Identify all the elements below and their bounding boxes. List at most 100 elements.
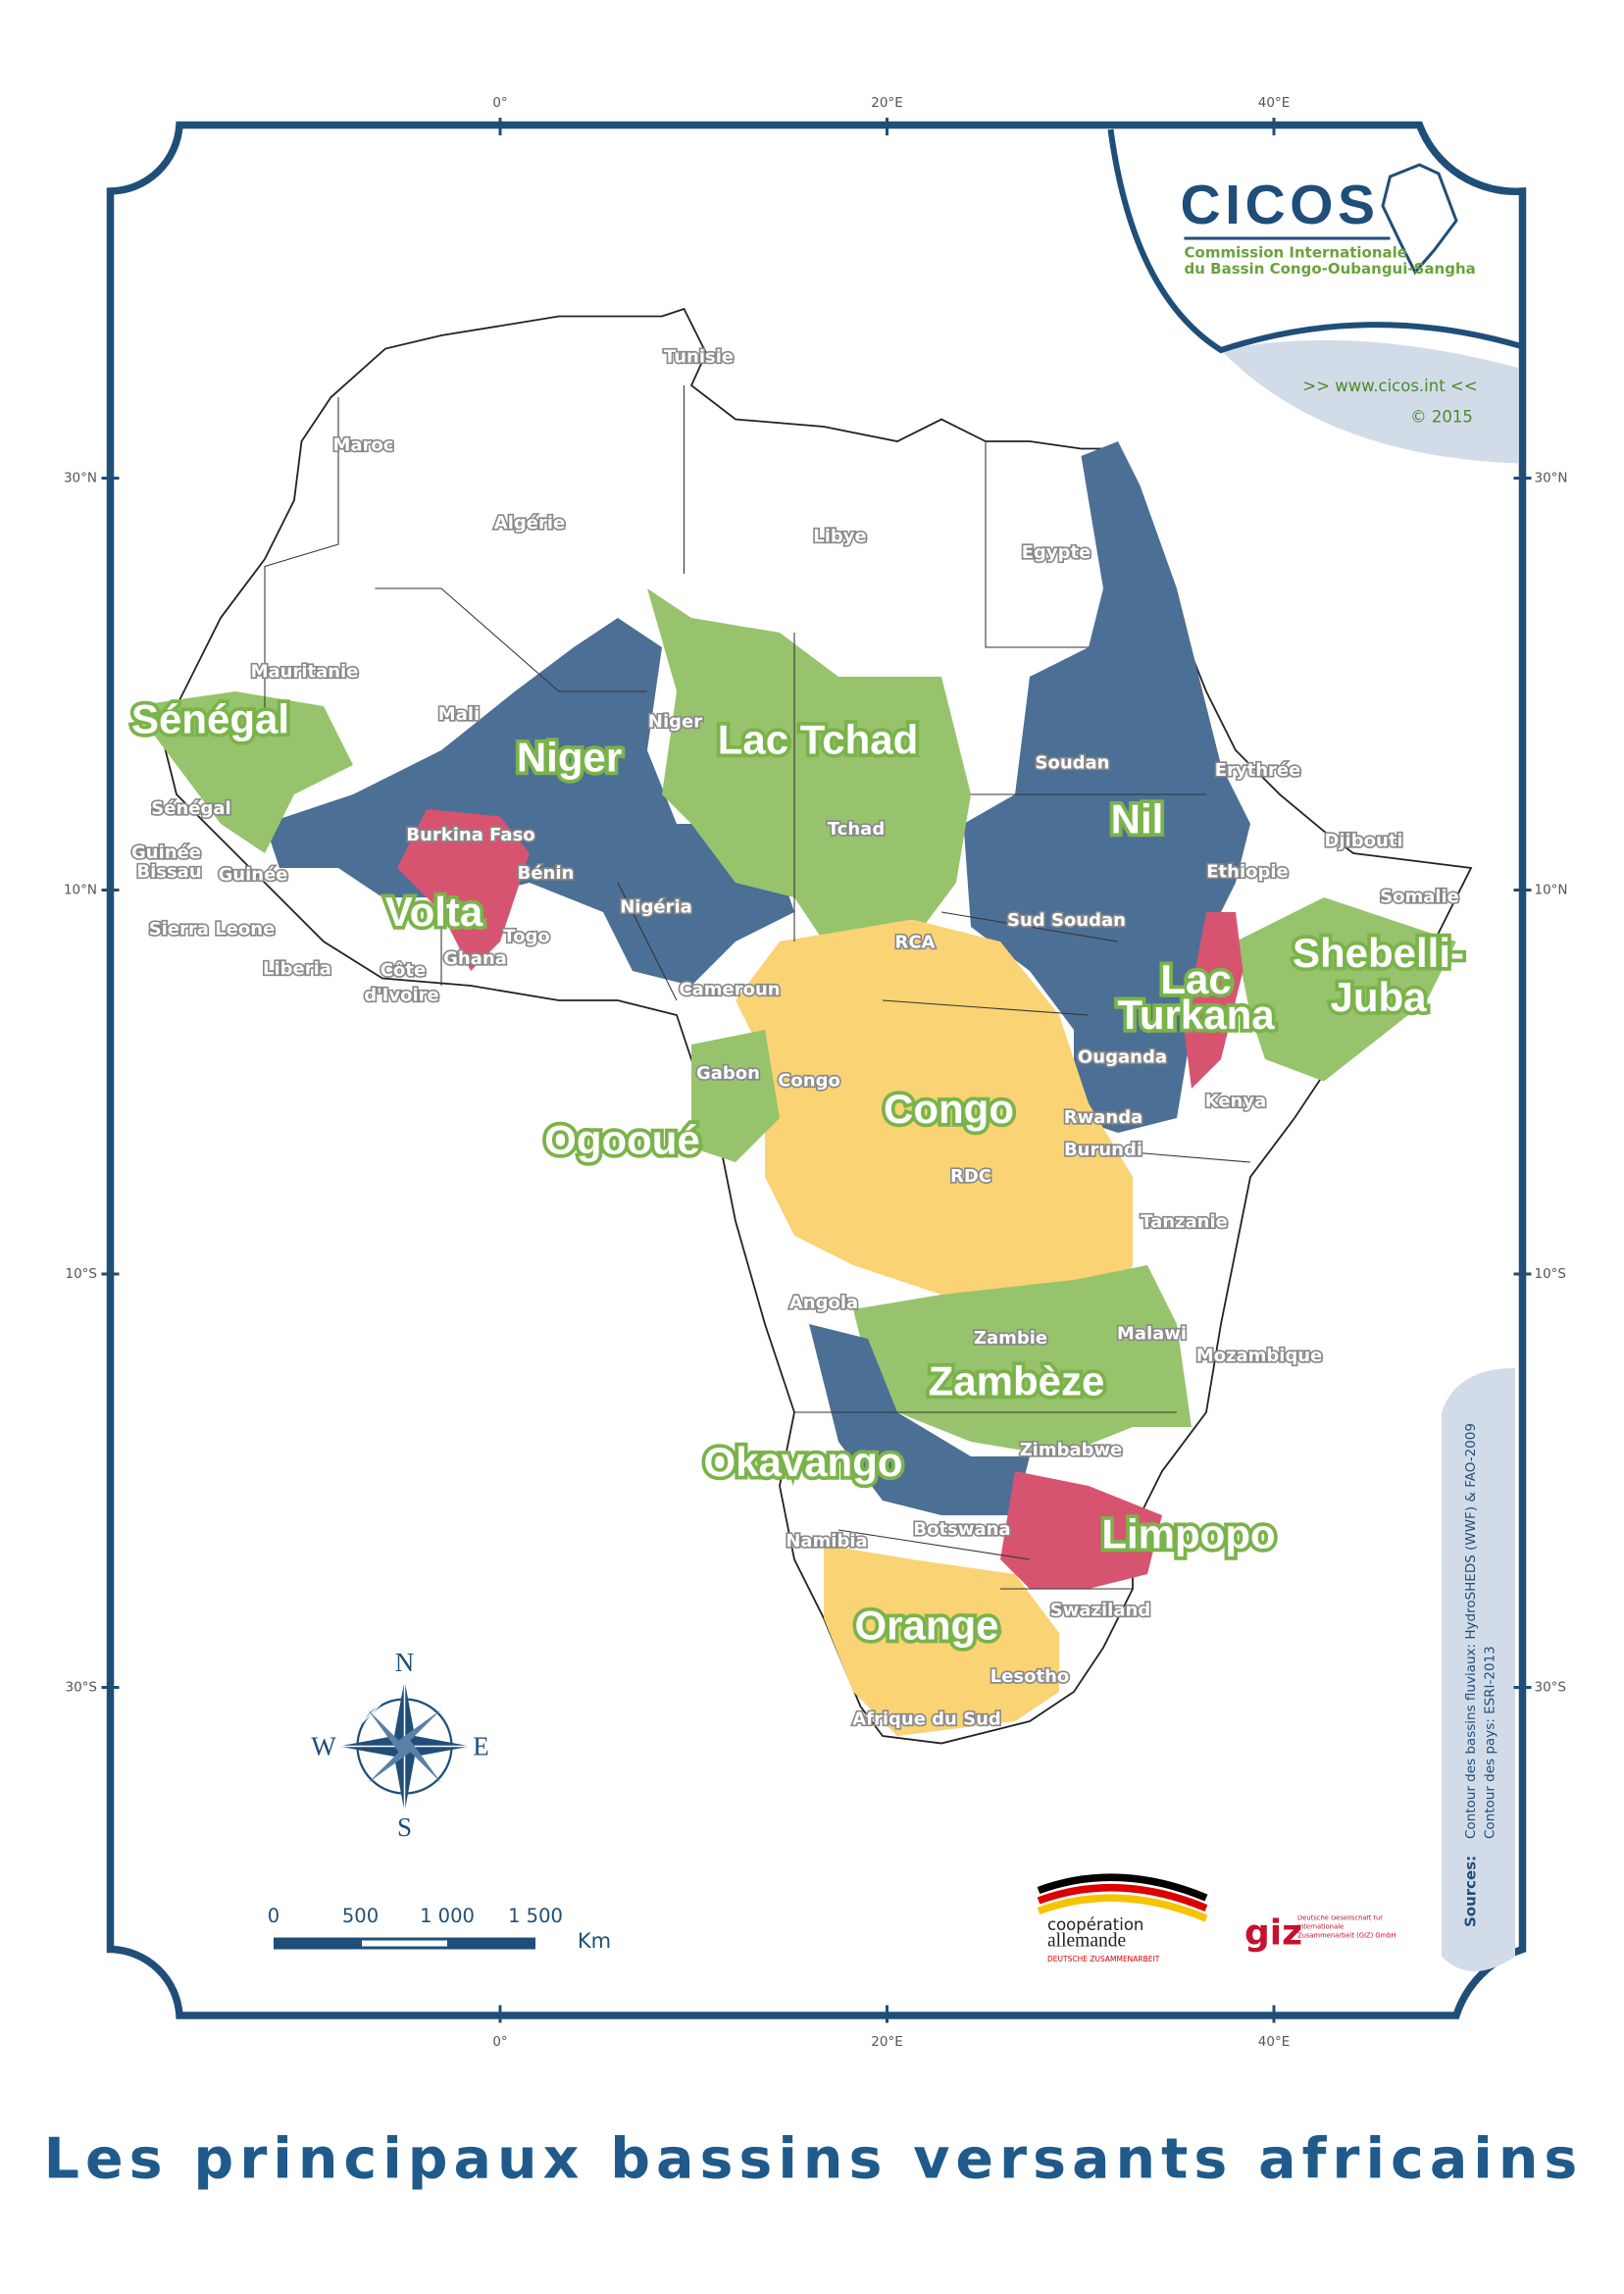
latitude-label: 30°S (66, 1680, 98, 1696)
country-label: Mozambique (1196, 1346, 1323, 1366)
sources-line: Contour des pays: ESRI-2013 (1483, 1646, 1498, 1839)
basin-label: Niger (517, 735, 622, 781)
country-label: Swaziland (1050, 1601, 1150, 1621)
basin-label: Turkana (1117, 992, 1275, 1038)
country-label: d'Ivoire (364, 986, 438, 1006)
flag-wave (1037, 1883, 1208, 1912)
compass (336, 1678, 471, 1813)
latitude-label: 30°N (1535, 471, 1568, 486)
basin-area (691, 1030, 780, 1163)
country-label: Egypte (1022, 542, 1091, 563)
country-label: Tchad (828, 819, 885, 840)
country-label: Namibia (786, 1531, 867, 1552)
latitude-label: 10°N (64, 883, 97, 898)
basin-label: Ogooué (544, 1117, 700, 1163)
basin-area (1184, 912, 1243, 1090)
country-label: Lesotho (990, 1666, 1070, 1687)
country-label: RDC (950, 1166, 991, 1187)
country-label: Libye (813, 527, 866, 547)
basin-label: Okavango (703, 1439, 902, 1485)
country-label: Sénégal (151, 798, 230, 819)
country-label: Rwanda (1064, 1107, 1142, 1128)
basin-area (1236, 897, 1456, 1082)
compass-n: N (395, 1648, 415, 1677)
latitude-label: 30°S (1535, 1680, 1567, 1696)
country-label: Mauritanie (251, 662, 359, 683)
country-label: Ghana (443, 948, 507, 969)
basin-label: Lac (1160, 956, 1231, 1002)
country-label: Sud Soudan (1007, 910, 1126, 931)
country-label: Burkina Faso (406, 825, 534, 845)
compass-e: E (473, 1732, 489, 1761)
scale-label: 0 (268, 1905, 279, 1927)
basin-area (132, 691, 353, 854)
basin-label: Nil (1111, 796, 1164, 842)
africa (132, 307, 1473, 1745)
longitude-label: 0° (492, 2034, 507, 2050)
basin-area (809, 1324, 1030, 1516)
labels: Tunisie Maroc Algérie Libye Egypte Mauritanie… (127, 345, 1468, 1731)
basin-label: Sénégal (131, 696, 289, 742)
copyright: © 2015 (1410, 408, 1473, 427)
sources-heading: Sources: (1462, 1856, 1480, 1927)
title: Les principaux bassins versants africain… (44, 2127, 1584, 2192)
latitude-label: 10°S (1535, 1266, 1567, 1282)
latitude-label: 30°N (64, 471, 97, 486)
sources-panel (1442, 1368, 1515, 1972)
country-label: Cameroun (679, 980, 780, 1000)
longitude-label: 40°E (1258, 95, 1290, 111)
country-label: Angola (789, 1293, 858, 1313)
scale-unit: Km (578, 1929, 611, 1953)
country-label: Niger (648, 712, 702, 733)
country-label: Ethiopie (1206, 862, 1289, 883)
basin-label: Shebelli- (1293, 930, 1464, 976)
country-label: Botswana (913, 1519, 1010, 1540)
basin-area (265, 618, 794, 987)
country-label: Nigéria (620, 897, 692, 918)
longitude-label: 0° (492, 95, 507, 111)
country-label: Erythrée (1215, 760, 1301, 781)
latitude-label: 10°S (66, 1266, 98, 1282)
country-label: Soudan (1036, 753, 1110, 774)
basin-area (824, 1545, 1059, 1737)
country-label: Somalie (1380, 887, 1459, 907)
compass-s: S (397, 1812, 412, 1842)
basin-area (1000, 1471, 1162, 1590)
country-label: Tunisie (664, 347, 734, 368)
basin-area (647, 588, 971, 943)
logo-africa-icon (1381, 163, 1458, 276)
flag-wave (1037, 1873, 1208, 1902)
logo-line: du Bassin Congo-Oubangui-Sangha (1185, 260, 1476, 278)
country-label: Sierra Leone (149, 919, 276, 940)
latitude-label: 10°N (1535, 883, 1568, 898)
basin-area (397, 809, 530, 972)
partner-text: DEUTSCHE ZUSAMMENARBEIT (1047, 1955, 1160, 1963)
logo-name: CICOS (1180, 174, 1379, 236)
basin-label: Congo (884, 1086, 1014, 1132)
country-label: Zambie (974, 1328, 1047, 1349)
basin-label: Orange (854, 1603, 998, 1649)
country-label: Burundi (1064, 1140, 1142, 1160)
flag-wave (1037, 1894, 1208, 1922)
country-label: Djibouti (1324, 831, 1402, 851)
logo-line: Commission Internationale (1185, 244, 1407, 262)
compass-w: W (311, 1732, 336, 1761)
logo-panel (1221, 339, 1518, 464)
scale-bar-segment (362, 1940, 447, 1947)
partner-text: allemande (1047, 1930, 1126, 1951)
basin-area (736, 919, 1133, 1310)
country-label: Togo (503, 927, 550, 947)
country-label: Bissau (136, 862, 201, 883)
giz-text-box: Deutsche Gesellschaft für Internationale… (1297, 1915, 1396, 1941)
country-label: Malawi (1117, 1324, 1187, 1345)
website[interactable]: >> www.cicos.int << (1302, 377, 1477, 395)
basin-area (963, 441, 1250, 1134)
country-borders (264, 385, 1251, 1590)
country-label: Kenya (1205, 1092, 1267, 1112)
country-label: Mali (438, 704, 480, 725)
longitude-label: 20°E (871, 2034, 902, 2050)
basin-label: Limpopo (1101, 1511, 1275, 1557)
scale-label: 1 500 (508, 1905, 563, 1927)
